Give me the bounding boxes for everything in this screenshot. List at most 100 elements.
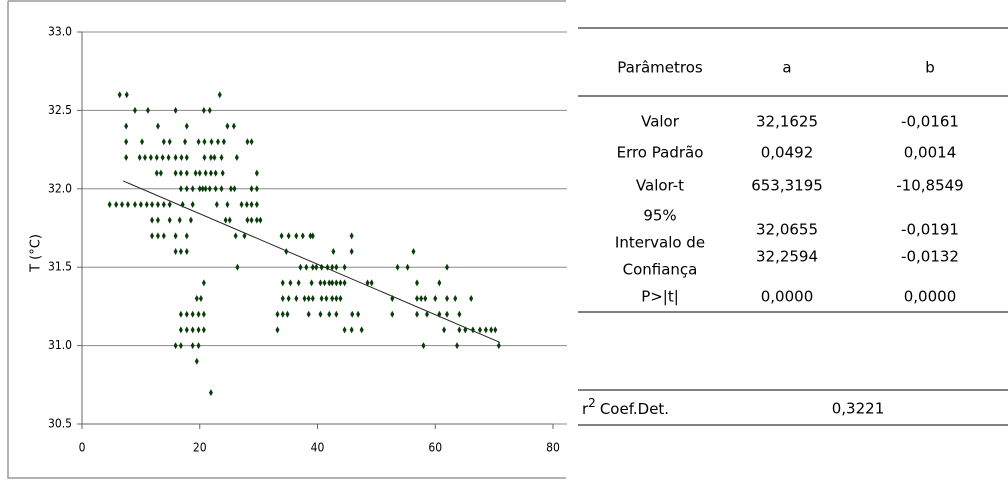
data-point xyxy=(150,216,155,224)
data-point xyxy=(310,263,315,271)
data-point xyxy=(496,342,501,350)
data-point xyxy=(144,200,149,208)
data-point xyxy=(421,342,426,350)
data-point xyxy=(150,232,155,240)
data-point xyxy=(235,263,240,271)
data-point xyxy=(477,326,482,334)
data-point xyxy=(132,200,137,208)
table-header: b xyxy=(925,59,935,77)
data-point xyxy=(275,310,280,318)
data-point xyxy=(216,138,221,146)
superscript: 2 xyxy=(588,396,596,410)
data-point xyxy=(197,169,202,177)
data-point xyxy=(184,169,189,177)
data-point xyxy=(179,153,184,161)
data-point xyxy=(227,216,232,224)
data-point xyxy=(244,200,249,208)
data-point xyxy=(327,310,332,318)
data-point xyxy=(286,232,291,240)
data-point xyxy=(395,263,400,271)
data-point xyxy=(483,326,488,334)
data-point xyxy=(350,310,355,318)
data-point xyxy=(349,326,354,334)
y-tick-label: 30.5 xyxy=(48,417,72,431)
data-point xyxy=(137,153,142,161)
data-point xyxy=(334,310,339,318)
table-header: Parâmetros xyxy=(617,59,703,77)
data-point xyxy=(178,185,183,193)
data-point xyxy=(193,169,198,177)
data-point xyxy=(194,357,199,365)
data-point xyxy=(285,310,290,318)
data-point xyxy=(334,295,339,303)
data-point xyxy=(280,295,285,303)
data-point xyxy=(414,279,419,287)
data-point xyxy=(148,153,153,161)
data-point xyxy=(419,295,424,303)
data-point xyxy=(201,279,206,287)
data-point xyxy=(308,232,313,240)
data-point xyxy=(232,185,237,193)
data-point xyxy=(196,310,201,318)
data-point xyxy=(442,326,447,334)
data-point xyxy=(173,169,178,177)
data-point xyxy=(349,232,354,240)
data-point xyxy=(160,153,165,161)
data-point xyxy=(184,122,189,130)
data-point xyxy=(249,200,254,208)
y-tick-label: 31.5 xyxy=(48,260,72,274)
data-point xyxy=(425,310,430,318)
data-point xyxy=(445,263,450,271)
data-point xyxy=(242,232,247,240)
table-cell: 0,0014 xyxy=(904,144,957,162)
data-point xyxy=(280,310,285,318)
data-point xyxy=(304,263,309,271)
data-point xyxy=(405,263,410,271)
data-point xyxy=(184,310,189,318)
data-point xyxy=(220,169,225,177)
data-point xyxy=(300,232,305,240)
data-point xyxy=(493,326,498,334)
data-point xyxy=(254,200,259,208)
data-point xyxy=(411,248,416,256)
stats-table: Parâmetros a b Valor 32,1625 -0,0161 Erro Padr… xyxy=(578,27,1008,426)
x-tick-label: 0 xyxy=(79,441,86,455)
data-point xyxy=(155,122,160,130)
data-point xyxy=(155,232,160,240)
data-point xyxy=(225,122,230,130)
data-point xyxy=(254,216,259,224)
r-symbol: r xyxy=(582,400,589,418)
data-point xyxy=(294,295,299,303)
x-tick-label: 60 xyxy=(428,441,442,455)
data-point xyxy=(178,326,183,334)
data-point xyxy=(202,138,207,146)
data-point xyxy=(190,326,195,334)
data-point xyxy=(213,185,218,193)
data-point xyxy=(457,310,462,318)
data-point xyxy=(173,248,178,256)
data-point xyxy=(324,295,329,303)
data-point xyxy=(294,232,299,240)
data-point xyxy=(314,263,319,271)
data-point xyxy=(201,106,206,114)
data-point xyxy=(173,153,178,161)
y-tick-label: 32.5 xyxy=(48,103,72,117)
data-point xyxy=(228,185,233,193)
data-point xyxy=(124,138,129,146)
data-point xyxy=(154,153,159,161)
data-point xyxy=(150,200,155,208)
data-point xyxy=(200,185,205,193)
data-point xyxy=(245,216,250,224)
data-point xyxy=(208,389,213,397)
data-point xyxy=(330,279,335,287)
data-point xyxy=(190,200,195,208)
row-label: P>|t| xyxy=(641,288,679,306)
data-point xyxy=(327,279,332,287)
data-point xyxy=(167,200,172,208)
data-point xyxy=(334,263,339,271)
data-point xyxy=(423,295,428,303)
data-point xyxy=(225,200,230,208)
data-point xyxy=(207,106,212,114)
data-point xyxy=(145,106,150,114)
data-point xyxy=(155,200,160,208)
